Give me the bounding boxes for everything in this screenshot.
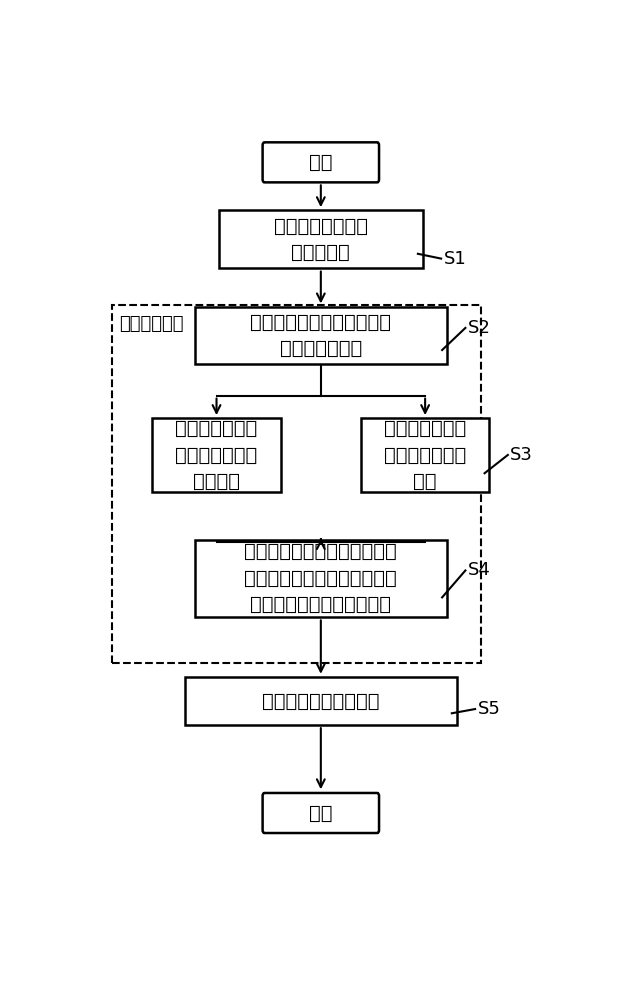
Text: 模型预测控制: 模型预测控制 (120, 315, 184, 333)
Text: 多目标最优化协调控制算法，
计算得到最优控制量（油门开
度、刹车转矩和电机转矩）: 多目标最优化协调控制算法， 计算得到最优控制量（油门开 度、刹车转矩和电机转矩） (244, 542, 398, 614)
Bar (112, 305, 481, 663)
Bar (152, 418, 281, 492)
Text: 车辆及电池当前状
态数据采集: 车辆及电池当前状 态数据采集 (274, 217, 368, 262)
Bar (185, 677, 457, 725)
Text: 计算未来一段时
间内的电池容量
衰减总和: 计算未来一段时 间内的电池容量 衰减总和 (175, 419, 258, 491)
FancyBboxPatch shape (262, 793, 379, 833)
Text: S1: S1 (444, 250, 466, 268)
Text: 计算未来一段时
间内的油耗代价
总和: 计算未来一段时 间内的油耗代价 总和 (384, 419, 466, 491)
Text: S3: S3 (510, 446, 533, 464)
Bar (219, 210, 423, 268)
Bar (361, 418, 490, 492)
Text: 控制车辆当前运行状态: 控制车辆当前运行状态 (262, 692, 379, 711)
Text: 根据车辆模型预测未来一段
时间内的状态量: 根据车辆模型预测未来一段 时间内的状态量 (250, 313, 391, 358)
Bar (195, 540, 447, 617)
Bar (195, 307, 447, 364)
Text: S2: S2 (468, 319, 491, 337)
FancyBboxPatch shape (262, 142, 379, 182)
Text: 结束: 结束 (309, 804, 332, 822)
Text: 开始: 开始 (309, 153, 332, 172)
Text: S4: S4 (468, 561, 491, 579)
Text: S5: S5 (478, 700, 500, 718)
